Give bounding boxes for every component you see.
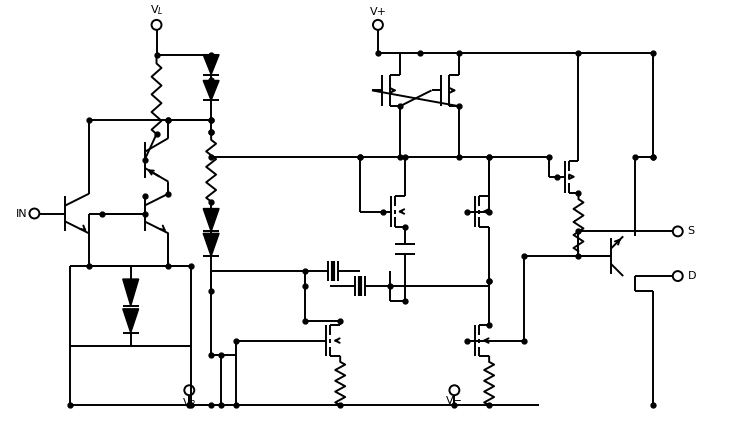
Text: V$_R$: V$_R$ — [182, 396, 197, 410]
Polygon shape — [203, 233, 219, 256]
Polygon shape — [123, 309, 139, 332]
Text: D: D — [688, 271, 696, 281]
Text: IN: IN — [15, 209, 27, 219]
Polygon shape — [203, 55, 219, 74]
Text: V−: V− — [446, 396, 463, 406]
Polygon shape — [123, 279, 139, 306]
Polygon shape — [203, 80, 219, 100]
Polygon shape — [203, 209, 219, 231]
Text: V$_L$: V$_L$ — [150, 3, 164, 17]
Text: V+: V+ — [369, 7, 386, 17]
Text: S: S — [688, 226, 695, 236]
